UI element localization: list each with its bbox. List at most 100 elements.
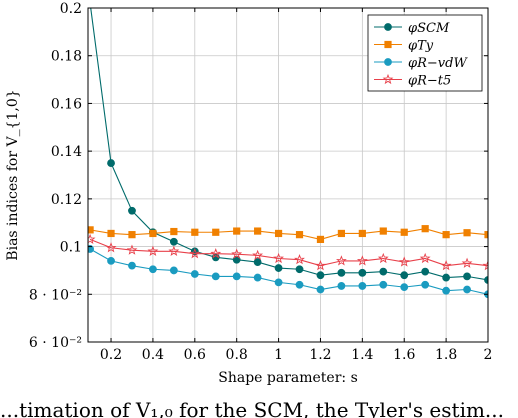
y-tick-label: 6 · 10⁻² bbox=[29, 335, 82, 351]
data-point bbox=[169, 266, 178, 275]
data-point bbox=[358, 268, 367, 277]
data-point bbox=[316, 235, 325, 244]
data-point bbox=[274, 264, 283, 272]
data-point bbox=[107, 256, 115, 265]
data-point bbox=[149, 265, 157, 274]
x-tick-label: 1.2 bbox=[309, 347, 331, 363]
data-point bbox=[295, 231, 304, 239]
data-point bbox=[128, 231, 136, 239]
x-tick-label: 0.4 bbox=[142, 347, 164, 363]
legend-item: φTy bbox=[374, 39, 434, 54]
data-point bbox=[273, 252, 284, 264]
data-point bbox=[315, 259, 326, 271]
x-tick-label: 0.6 bbox=[184, 347, 206, 363]
series-2 bbox=[88, 245, 488, 299]
data-point bbox=[400, 271, 409, 280]
legend-marker bbox=[382, 73, 394, 85]
data-point bbox=[379, 227, 387, 235]
data-point bbox=[442, 273, 451, 282]
data-point bbox=[252, 249, 264, 261]
data-point bbox=[295, 280, 304, 289]
data-point bbox=[107, 159, 115, 167]
data-point bbox=[337, 268, 346, 277]
x-tick-label: 1 bbox=[274, 347, 283, 363]
data-point bbox=[190, 270, 199, 278]
data-point bbox=[189, 248, 201, 259]
data-point bbox=[274, 229, 283, 238]
data-point bbox=[484, 231, 488, 239]
data-point bbox=[294, 254, 305, 265]
data-point bbox=[440, 259, 452, 271]
data-point bbox=[463, 285, 471, 294]
data-point bbox=[233, 227, 241, 235]
legend-label: φR−vdW bbox=[408, 56, 468, 71]
data-point bbox=[400, 228, 408, 236]
data-point bbox=[442, 286, 451, 295]
plot-frame bbox=[87, 7, 489, 343]
data-point bbox=[335, 255, 347, 266]
series-3 bbox=[88, 233, 488, 271]
x-axis-label: Shape parameter: s bbox=[218, 370, 358, 386]
data-point bbox=[232, 272, 241, 281]
data-point bbox=[105, 242, 117, 253]
data-point bbox=[86, 0, 93, 7]
data-point bbox=[128, 261, 136, 270]
data-point bbox=[191, 228, 199, 236]
data-point bbox=[168, 245, 180, 256]
y-tick-label: 8 · 10⁻² bbox=[29, 287, 82, 303]
data-point bbox=[461, 257, 473, 268]
legend-label: φR−t5 bbox=[408, 74, 451, 89]
data-point bbox=[463, 272, 471, 281]
series-layer bbox=[86, 0, 488, 299]
data-point bbox=[421, 225, 429, 233]
bias-indices-chart: 0.2 0.4 0.6 0.8 1 1.2 1.4 1.6 1.8 2 6 · 10⁻² 8 · 10… bbox=[5, 0, 493, 386]
data-point bbox=[170, 227, 178, 236]
data-point bbox=[398, 256, 410, 267]
data-point bbox=[149, 229, 157, 238]
legend-label: φSCM bbox=[408, 21, 450, 36]
legend-label: φTy bbox=[408, 39, 434, 54]
data-point bbox=[211, 272, 220, 281]
legend-item: φR−t5 bbox=[374, 74, 451, 89]
data-point bbox=[253, 258, 262, 266]
data-point bbox=[212, 228, 220, 236]
data-point bbox=[421, 280, 430, 289]
data-point bbox=[442, 231, 450, 239]
data-point bbox=[231, 248, 243, 259]
data-point bbox=[316, 271, 325, 280]
x-tick-label: 0.2 bbox=[100, 347, 122, 363]
legend-marker bbox=[384, 40, 392, 49]
data-point bbox=[88, 226, 94, 234]
x-tick-label: 1.4 bbox=[351, 347, 373, 363]
data-point bbox=[421, 267, 430, 276]
legend-item: φSCM bbox=[374, 21, 450, 36]
data-point bbox=[379, 280, 388, 289]
figure-caption: ...timation of V₁,₀ for the SCM, the Tyl… bbox=[0, 400, 505, 418]
data-point bbox=[107, 229, 115, 238]
axis-tick-labels: 0.2 0.4 0.6 0.8 1 1.2 1.4 1.6 1.8 2 6 · 10⁻² 8 · 10… bbox=[29, 1, 493, 363]
series-line bbox=[89, 238, 488, 267]
data-point bbox=[126, 244, 138, 255]
data-point bbox=[463, 229, 471, 237]
legend-marker bbox=[384, 23, 392, 31]
data-point bbox=[295, 265, 304, 274]
y-tick-label: 0.14 bbox=[51, 144, 82, 160]
data-point bbox=[88, 233, 96, 245]
axis-ticks bbox=[88, 7, 489, 343]
data-point bbox=[254, 227, 262, 235]
data-point bbox=[419, 252, 431, 264]
legend-item: φR−vdW bbox=[374, 56, 468, 71]
x-tick-label: 2 bbox=[484, 347, 493, 363]
data-point bbox=[358, 282, 367, 290]
data-point bbox=[377, 252, 389, 264]
y-tick-label: 0.2 bbox=[60, 1, 82, 17]
data-point bbox=[356, 255, 368, 266]
data-point bbox=[253, 273, 262, 282]
legend: φSCM φTy φR−vdW φR−t5 bbox=[367, 14, 483, 92]
data-point bbox=[358, 229, 366, 238]
data-point bbox=[128, 206, 136, 215]
data-point bbox=[379, 267, 388, 276]
y-axis-label: Bias indices for V_{1,0} bbox=[5, 89, 21, 260]
data-point bbox=[274, 278, 283, 287]
data-point bbox=[316, 285, 325, 294]
